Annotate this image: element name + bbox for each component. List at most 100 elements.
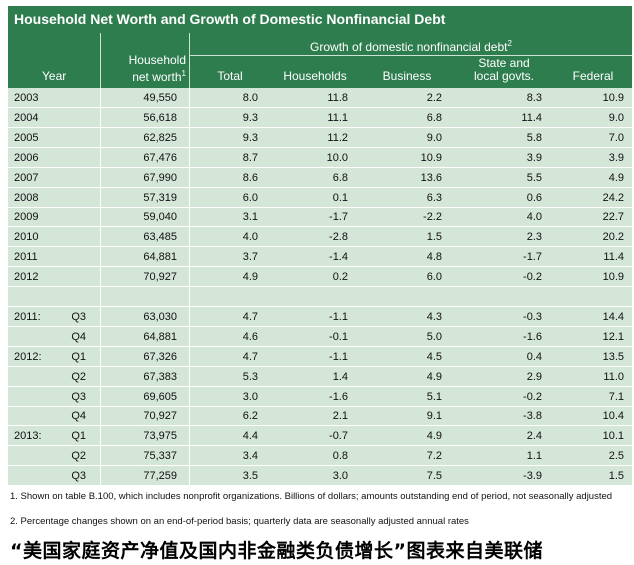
cell-total: 9.3 [242, 131, 258, 144]
row-divider [8, 385, 632, 387]
table-row: Q2 75,337 3.4 0.8 7.2 1.1 2.5 [8, 446, 632, 467]
cell-slg [454, 287, 542, 307]
cell-total: 5.3 [242, 370, 258, 383]
cell-year: 2003 [14, 92, 39, 104]
cell-total: 9.3 [242, 111, 258, 124]
cell-q: Q1 [71, 350, 86, 363]
header-total: Total [217, 69, 243, 83]
row-divider [8, 206, 632, 208]
cell-q: Q3 [71, 470, 86, 483]
row-divider [8, 166, 632, 168]
cell-total: 6.0 [242, 191, 258, 204]
cell-hh: -0.7 [329, 430, 348, 443]
cell-q: Q2 [71, 450, 86, 463]
header-federal: Federal [572, 69, 614, 83]
cell-slg: 0.4 [526, 350, 542, 363]
cell-q [64, 247, 86, 267]
cell-slg: 11.4 [521, 111, 542, 124]
row-divider [8, 146, 632, 148]
cell-year: 2010 [14, 231, 39, 244]
cell-slg: 4.0 [526, 211, 542, 224]
cell-total: 3.4 [242, 450, 258, 463]
cell-total: 8.0 [242, 92, 258, 104]
cell-fed: 4.9 [608, 171, 624, 184]
row-divider [8, 246, 632, 248]
cell-fed: 7.0 [608, 131, 624, 144]
table-row: Q4 70,927 6.2 2.1 9.1 -3.8 10.4 [8, 406, 632, 427]
row-divider [8, 405, 632, 407]
cell-total: 6.2 [242, 410, 258, 423]
cell-year: 2011: [14, 310, 41, 323]
cell-total: 3.0 [242, 390, 258, 403]
cell-slg: -1.6 [523, 330, 542, 343]
header-separator [100, 33, 101, 88]
row-divider [8, 126, 632, 128]
cell-hh: 0.8 [332, 450, 348, 463]
cell-total: 4.6 [242, 330, 258, 343]
cell-q [64, 108, 86, 128]
cell-fed [554, 287, 624, 307]
image-caption: “美国家庭资产净值及国内非金融类负债增长”图表来自美联储 [10, 540, 543, 562]
cell-hh: 3.0 [332, 470, 348, 483]
cell-bus: 6.0 [426, 271, 442, 284]
cell-hh: -1.7 [329, 211, 348, 224]
cell-hh: 6.8 [332, 171, 348, 184]
cell-q: Q3 [71, 310, 86, 323]
row-divider [8, 186, 632, 188]
row-divider [8, 425, 632, 427]
row-divider [8, 306, 632, 307]
cell-hh: -0.1 [329, 330, 348, 343]
cell-slg: -3.8 [523, 410, 542, 423]
cell-year: 2007 [14, 171, 39, 184]
cell-bus [360, 287, 442, 307]
row-divider [8, 107, 632, 108]
cell-nw: 49,550 [143, 92, 177, 104]
cell-nw: 67,383 [143, 370, 177, 383]
cell-year: 2006 [14, 151, 39, 164]
cell-q [64, 168, 86, 188]
cell-total [190, 287, 258, 307]
cell-fed: 3.9 [608, 151, 624, 164]
cell-bus: 1.5 [426, 231, 442, 244]
table-row: 2008 57,319 6.0 0.1 6.3 0.6 24.2 [8, 188, 632, 208]
cell-slg: 1.1 [526, 450, 542, 463]
cell-nw: 67,476 [143, 151, 177, 164]
table-row: Q3 69,605 3.0 -1.6 5.1 -0.2 7.1 [8, 387, 632, 407]
cell-slg: -1.7 [523, 251, 542, 264]
cell-total: 8.6 [242, 171, 258, 184]
footnote-2: 2. Percentage changes shown on an end-of… [10, 516, 469, 527]
cell-nw: 64,881 [143, 251, 177, 264]
cell-bus: 2.2 [426, 92, 442, 104]
cell-total: 3.5 [242, 470, 258, 483]
row-divider [8, 286, 632, 288]
cell-q: Q4 [71, 330, 86, 343]
cell-total: 3.7 [242, 251, 258, 264]
cell-q [64, 188, 86, 208]
cell-slg: 2.3 [526, 231, 542, 244]
cell-nw: 77,259 [143, 470, 177, 483]
cell-bus: 13.6 [420, 171, 442, 184]
cell-nw: 70,927 [143, 271, 177, 284]
cell-nw: 67,990 [143, 171, 177, 184]
cell-fed: 22.7 [602, 211, 624, 224]
cell-bus: 4.9 [426, 370, 442, 383]
cell-nw: 57,319 [143, 191, 177, 204]
cell-fed: 9.0 [608, 111, 624, 124]
cell-slg: -0.2 [523, 390, 542, 403]
row-divider [8, 465, 632, 467]
footnote-1: 1. Shown on table B.100, which includes … [10, 491, 613, 502]
cell-hh: -1.6 [329, 390, 348, 403]
cell-hh: -2.8 [329, 231, 348, 244]
cell-q: Q4 [71, 410, 86, 423]
cell-nw: 56,618 [143, 111, 177, 124]
cell-hh: 0.1 [332, 191, 348, 204]
row-divider [8, 266, 632, 268]
cell-hh: 11.1 [327, 111, 348, 124]
cell-year: 2009 [14, 211, 39, 224]
cell-year: 2004 [14, 111, 39, 124]
cell-year: 2012: [14, 350, 42, 363]
cell-hh: 1.4 [332, 370, 348, 383]
cell-hh: 11.8 [327, 92, 348, 104]
cell-q [64, 88, 86, 108]
table-row: 2004 56,618 9.3 11.1 6.8 11.4 9.0 [8, 108, 632, 128]
